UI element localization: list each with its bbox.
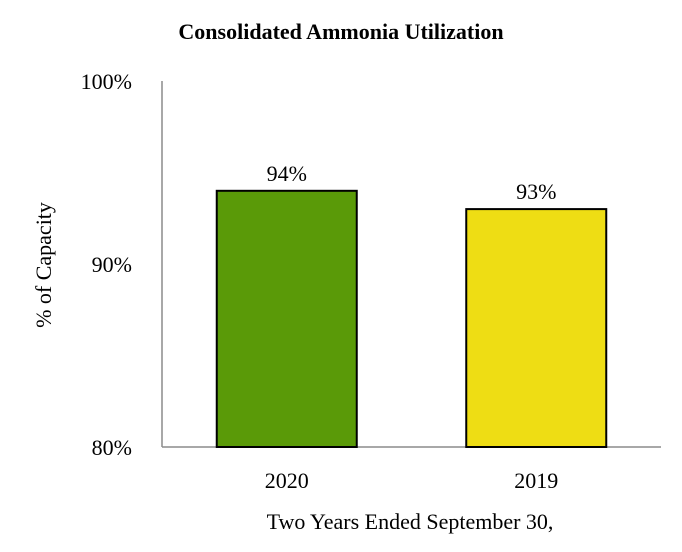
category-label-2020: 2020	[265, 468, 309, 493]
data-label-2020: 94%	[267, 161, 307, 186]
y-axis-label: % of Capacity	[31, 202, 56, 328]
chart-title: Consolidated Ammonia Utilization	[178, 19, 503, 44]
bars	[215, 189, 608, 449]
bar-2019	[465, 208, 608, 448]
category-labels: 2020 2019	[265, 468, 559, 493]
data-labels: 94% 93%	[267, 161, 557, 204]
y-tick-label: 80%	[92, 435, 132, 460]
data-label-2019: 93%	[516, 179, 556, 204]
bar-2020	[215, 189, 358, 449]
y-tick-label: 90%	[92, 252, 132, 277]
y-tick-label: 100%	[81, 69, 132, 94]
category-label-2019: 2019	[514, 468, 558, 493]
x-axis-label: Two Years Ended September 30,	[267, 509, 554, 534]
y-ticks: 80% 90% 100%	[81, 69, 132, 460]
